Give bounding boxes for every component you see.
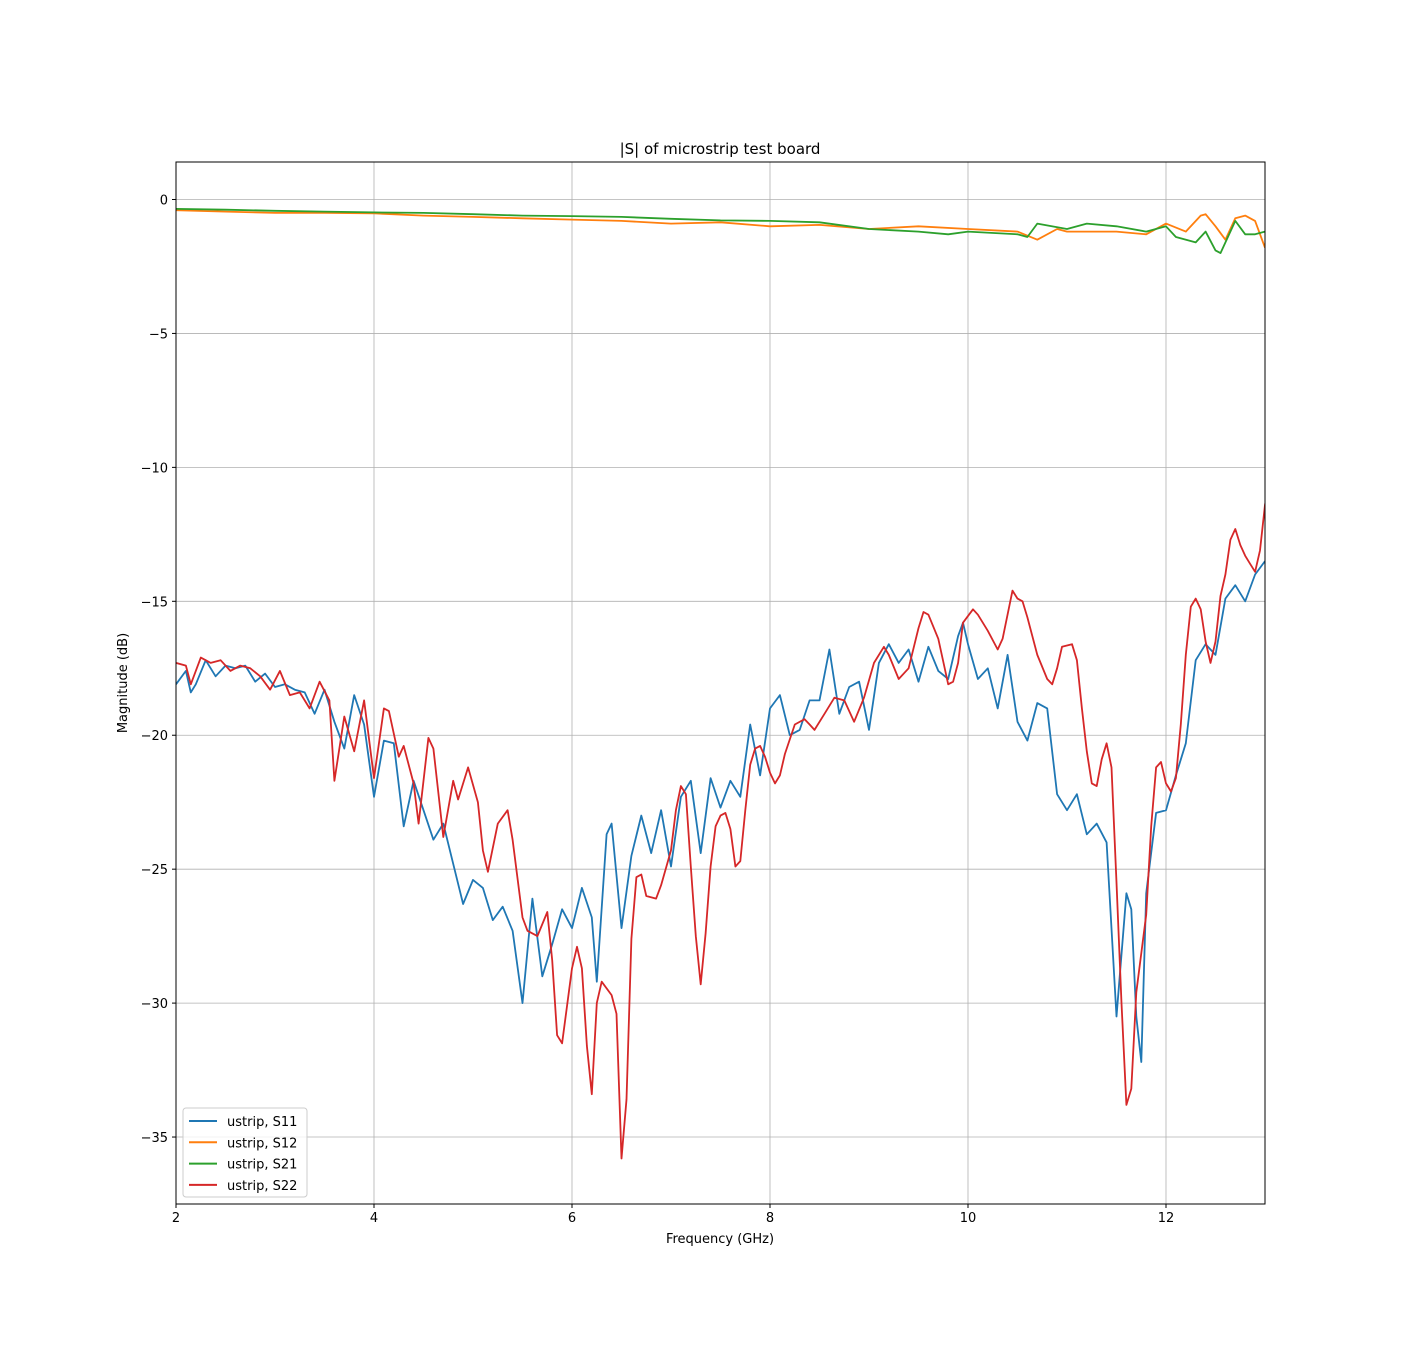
y-tick-label: −5 <box>149 327 168 342</box>
series-line-ustrip-s12 <box>176 209 1265 249</box>
legend-box <box>182 1107 308 1198</box>
series-line-ustrip-s21 <box>176 208 1265 255</box>
series-line-ustrip-s22 <box>176 499 1265 1160</box>
x-axis-ticks: 2 4 6 8 10 12 <box>172 1204 1174 1226</box>
plot-frame <box>175 161 1266 1205</box>
y-axis-label: Magnitude (dB) <box>116 633 131 733</box>
chart-title: |S| of microstrip test board <box>620 140 821 158</box>
legend-label-ustrip-s22: ustrip, S22 <box>227 1179 297 1194</box>
legend: ustrip, S11 ustrip, S12 ustrip, S21 ustrip,… <box>182 1107 308 1198</box>
y-tick-label: −10 <box>141 461 168 476</box>
y-tick-label: −20 <box>141 729 168 744</box>
legend-label-ustrip-s12: ustrip, S12 <box>227 1136 297 1151</box>
y-tick-label: −15 <box>141 595 168 610</box>
x-tick-label: 12 <box>1158 1211 1175 1226</box>
y-tick-label: −30 <box>141 997 168 1012</box>
y-tick-label: −25 <box>141 863 168 878</box>
legend-label-ustrip-s11: ustrip, S11 <box>227 1115 297 1130</box>
grid-lines <box>175 162 1265 1204</box>
x-tick-label: 2 <box>172 1211 180 1226</box>
series-lines <box>176 208 1265 1160</box>
x-tick-label: 8 <box>766 1211 774 1226</box>
y-axis-ticks: 0 −5 −10 −15 −20 −25 −30 −35 <box>141 194 176 1146</box>
x-tick-label: 4 <box>370 1211 378 1226</box>
y-tick-label: 0 <box>160 194 168 209</box>
series-line-ustrip-s11 <box>176 560 1265 1063</box>
y-tick-label: −35 <box>141 1131 168 1146</box>
x-tick-label: 10 <box>960 1211 977 1226</box>
legend-label-ustrip-s21: ustrip, S21 <box>227 1158 297 1173</box>
x-tick-label: 6 <box>568 1211 576 1226</box>
x-axis-label: Frequency (GHz) <box>666 1232 774 1247</box>
